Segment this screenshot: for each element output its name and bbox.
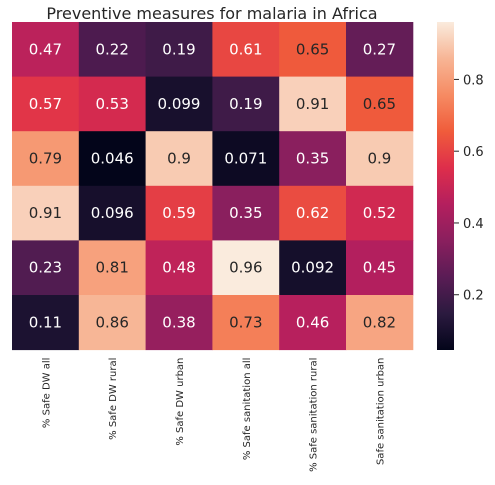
heatmap-cell (212, 240, 280, 296)
cell-value-label: 0.81 (95, 259, 128, 277)
heatmap-cell (279, 240, 347, 296)
colorbar-tick-label: 0.8 (463, 73, 484, 88)
heatmap-cell (78, 240, 147, 296)
heatmap-cell (279, 295, 347, 351)
heatmap-cell (346, 22, 414, 78)
chart-title: Preventive measures for malaria in Afric… (46, 4, 377, 23)
cell-value-label: 0.91 (296, 95, 329, 113)
cell-value-label: 0.65 (363, 95, 396, 113)
heatmap-cell (78, 76, 147, 132)
heatmap-cell (346, 76, 414, 132)
colorbar-tick-label: 0.2 (463, 289, 484, 304)
heatmap-cell (78, 131, 147, 187)
cell-value-label: 0.61 (229, 40, 262, 58)
cell-value-label: 0.57 (29, 95, 62, 113)
heatmap-cells: 0.47 0.22 0.19 0.61 0.65 0.27 0.57 0.53 0.099 0.1… (12, 22, 414, 351)
cell-value-label: 0.22 (95, 40, 128, 58)
cell-value-label: 0.9 (167, 150, 191, 168)
cell-value-label: 0.73 (229, 313, 262, 331)
heatmap-cell (145, 22, 213, 78)
cell-value-label: 0.91 (29, 204, 62, 222)
cell-value-label: 0.48 (162, 259, 195, 277)
heatmap-cell (78, 185, 147, 241)
cell-value-label: 0.096 (91, 204, 134, 222)
heatmap-cell (78, 22, 147, 78)
cell-value-label: 0.099 (158, 95, 201, 113)
heatmap-cell (12, 185, 80, 241)
cell-value-label: 0.9 (367, 150, 391, 168)
heatmap-cell (78, 295, 147, 351)
cell-value-label: 0.46 (296, 313, 329, 331)
cell-value-label: 0.27 (363, 40, 396, 58)
cell-value-label: 0.45 (363, 259, 396, 277)
heatmap-cell (346, 131, 414, 187)
x-tick-label: % Safe sanitation rural (309, 358, 320, 472)
heatmap-cell (279, 22, 347, 78)
colorbar: 0.2 0.4 0.6 0.8 (437, 22, 484, 350)
cell-value-label: 0.092 (291, 259, 334, 277)
heatmap-cell (12, 240, 80, 296)
x-tick-label: % Safe DW all (41, 358, 52, 428)
cell-value-label: 0.35 (229, 204, 262, 222)
heatmap-cell (12, 22, 80, 78)
heatmap-cell (145, 131, 213, 187)
cell-value-label: 0.53 (95, 95, 128, 113)
cell-value-label: 0.86 (95, 313, 128, 331)
cell-value-label: 0.96 (229, 259, 262, 277)
colorbar-tick-label: 0.4 (463, 217, 484, 232)
cell-value-label: 0.19 (162, 40, 195, 58)
heatmap-cell (212, 295, 280, 351)
x-tick-label: Safe sanitation urban (375, 358, 386, 465)
cell-value-label: 0.19 (229, 95, 262, 113)
cell-value-label: 0.79 (29, 150, 62, 168)
cell-value-label: 0.47 (29, 40, 62, 58)
heatmap-cell (212, 131, 280, 187)
cell-value-label: 0.65 (296, 40, 329, 58)
heatmap-cell (12, 131, 80, 187)
heatmap-cell (145, 295, 213, 351)
cell-value-label: 0.59 (162, 204, 195, 222)
cell-value-label: 0.38 (162, 313, 195, 331)
heatmap-cell (346, 185, 414, 241)
heatmap-cell (145, 76, 213, 132)
cell-value-label: 0.82 (363, 313, 396, 331)
colorbar-tick-label: 0.6 (463, 145, 484, 160)
cell-value-label: 0.23 (29, 259, 62, 277)
cell-value-label: 0.35 (296, 150, 329, 168)
heatmap-cell (279, 131, 347, 187)
heatmap-cell (212, 76, 280, 132)
cell-value-label: 0.071 (224, 150, 267, 168)
heatmap-cell (212, 22, 280, 78)
cell-value-label: 0.62 (296, 204, 329, 222)
heatmap-cell (279, 185, 347, 241)
heatmap-cell (346, 295, 414, 351)
cell-value-label: 0.046 (91, 150, 134, 168)
heatmap-cell (212, 185, 280, 241)
heatmap-cell (145, 240, 213, 296)
colorbar-gradient (437, 22, 454, 350)
heatmap-cell (12, 295, 80, 351)
heatmap-cell (279, 76, 347, 132)
heatmap-cell (346, 240, 414, 296)
x-tick-label: % Safe sanitation all (242, 358, 253, 461)
x-tick-label: % Safe DW rural (108, 358, 119, 440)
heatmap-cell (12, 76, 80, 132)
x-axis-tick-labels: % Safe DW all % Safe DW rural % Safe DW ur… (41, 358, 386, 472)
cell-value-label: 0.52 (363, 204, 396, 222)
x-tick-label: % Safe DW urban (175, 358, 186, 446)
cell-value-label: 0.11 (29, 313, 62, 331)
heatmap-cell (145, 185, 213, 241)
